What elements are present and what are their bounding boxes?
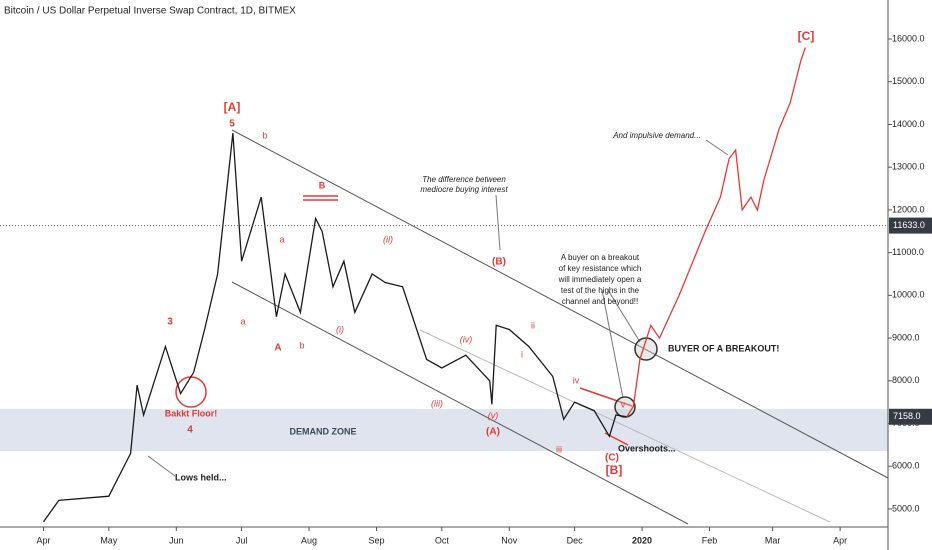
annotation: channel and beyond!! xyxy=(562,297,639,306)
x-tick-label: Jul xyxy=(236,535,248,545)
annotation: [C] xyxy=(798,29,815,43)
annotation: iv xyxy=(573,375,580,385)
annotation: 5 xyxy=(229,119,235,130)
annotation: A buyer on a breakout xyxy=(561,253,640,262)
annotation: BUYER OF A BREAKOUT! xyxy=(668,343,779,353)
annotation: 4 xyxy=(187,425,193,436)
x-tick-label: Apr xyxy=(833,535,847,545)
x-tick-label: Feb xyxy=(702,535,718,545)
annotation: And impulsive demand... xyxy=(612,131,701,140)
y-tick-label: 13000.0 xyxy=(892,162,925,172)
annotation: of key resistance which xyxy=(559,264,642,273)
x-tick-label: Jun xyxy=(169,535,184,545)
price-tag-label: 11633.0 xyxy=(893,220,925,230)
annotation: [B] xyxy=(606,463,623,477)
annotation: test of the highs in the xyxy=(561,286,640,295)
y-tick-label: 8000.0 xyxy=(892,375,920,385)
price-tag-label: 7158.0 xyxy=(893,411,921,421)
annotation: A xyxy=(274,343,281,354)
annotation: b xyxy=(299,340,304,350)
price-line xyxy=(626,47,806,418)
chart-title: Bitcoin / US Dollar Perpetual Inverse Sw… xyxy=(4,6,296,17)
annotation: mediocre buying interest xyxy=(420,185,508,194)
annotation: B xyxy=(319,180,326,190)
channel-lower xyxy=(231,281,689,525)
x-tick-label: Aug xyxy=(301,535,317,545)
annotation: (A) xyxy=(486,427,500,438)
annotation: v xyxy=(621,399,626,409)
price-tag xyxy=(889,217,932,234)
y-tick-label: 6000.0 xyxy=(892,461,920,471)
arrow xyxy=(607,289,641,343)
price-tag xyxy=(889,408,932,425)
annotation: will immediately open a xyxy=(558,275,642,284)
x-tick-label: 2020 xyxy=(632,535,652,545)
demand-zone xyxy=(0,409,888,451)
x-tick-label: Oct xyxy=(435,535,450,545)
x-tick-label: Dec xyxy=(567,535,584,545)
annotation: ii xyxy=(531,320,535,330)
arrow xyxy=(495,194,501,251)
annotation: iii xyxy=(556,444,562,454)
x-tick-label: May xyxy=(100,535,118,545)
annotation: a xyxy=(279,234,284,244)
annotation: [A] xyxy=(224,100,241,114)
annotation: b xyxy=(262,130,267,140)
arrow xyxy=(601,289,624,399)
annotation: Bakkt Floor! xyxy=(165,408,218,418)
y-tick-label: 16000.0 xyxy=(892,33,925,43)
y-tick-label: 9000.0 xyxy=(892,332,920,342)
x-tick-label: Mar xyxy=(765,535,781,545)
circle xyxy=(634,337,658,361)
channel-upper xyxy=(231,129,889,479)
annotation: (iii) xyxy=(431,398,443,408)
annotation: (C) xyxy=(605,453,619,464)
x-tick-label: Nov xyxy=(501,535,518,545)
x-tick-label: Apr xyxy=(37,535,51,545)
annotation: (i) xyxy=(336,324,344,334)
wedge-upper xyxy=(579,387,633,407)
annotation: (iv) xyxy=(460,334,473,344)
arrow xyxy=(147,455,176,477)
y-tick-label: 10000.0 xyxy=(892,290,925,300)
annotation: a xyxy=(240,316,245,326)
annotation: (ii) xyxy=(383,234,393,244)
channel-mid xyxy=(419,329,831,523)
arrow xyxy=(705,139,729,156)
annotation: (B) xyxy=(492,257,506,268)
y-tick-label: 12000.0 xyxy=(892,204,925,214)
y-tick-label: 5000.0 xyxy=(892,503,920,513)
annotation: i xyxy=(521,349,523,359)
price-line xyxy=(42,132,627,523)
x-tick-label: Sep xyxy=(369,535,385,545)
annotation: (v) xyxy=(488,410,499,420)
y-tick-label: 14000.0 xyxy=(892,119,925,129)
annotation: Lows held... xyxy=(175,472,227,482)
annotation: DEMAND ZONE xyxy=(290,426,357,436)
y-tick-label: 15000.0 xyxy=(892,76,925,86)
annotation: Overshoots... xyxy=(618,443,676,453)
y-tick-label: 11000.0 xyxy=(892,247,924,257)
annotation: The difference between xyxy=(422,175,506,184)
annotation: 3 xyxy=(167,317,173,328)
